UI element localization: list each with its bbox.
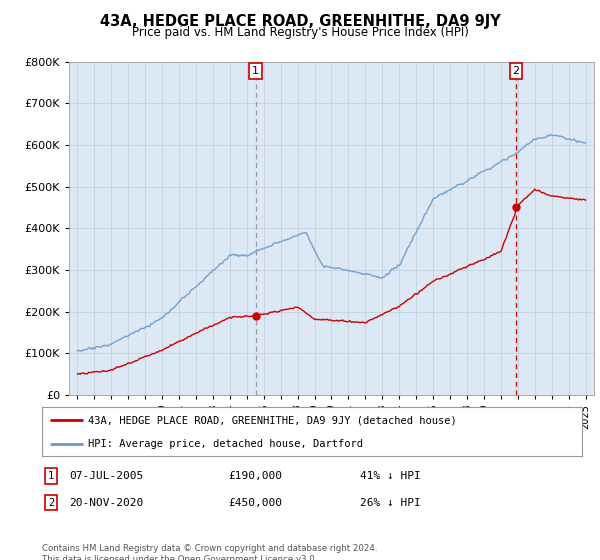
Text: £190,000: £190,000 xyxy=(228,471,282,481)
Text: 43A, HEDGE PLACE ROAD, GREENHITHE, DA9 9JY (detached house): 43A, HEDGE PLACE ROAD, GREENHITHE, DA9 9… xyxy=(88,416,457,426)
Text: 43A, HEDGE PLACE ROAD, GREENHITHE, DA9 9JY: 43A, HEDGE PLACE ROAD, GREENHITHE, DA9 9… xyxy=(100,14,500,29)
Text: Price paid vs. HM Land Registry's House Price Index (HPI): Price paid vs. HM Land Registry's House … xyxy=(131,26,469,39)
Text: 1: 1 xyxy=(252,66,259,76)
Text: Contains HM Land Registry data © Crown copyright and database right 2024.
This d: Contains HM Land Registry data © Crown c… xyxy=(42,544,377,560)
Text: 20-NOV-2020: 20-NOV-2020 xyxy=(69,498,143,508)
Text: £450,000: £450,000 xyxy=(228,498,282,508)
Text: 26% ↓ HPI: 26% ↓ HPI xyxy=(360,498,421,508)
Text: 07-JUL-2005: 07-JUL-2005 xyxy=(69,471,143,481)
Text: HPI: Average price, detached house, Dartford: HPI: Average price, detached house, Dart… xyxy=(88,439,363,449)
Text: 2: 2 xyxy=(48,498,54,508)
Text: 41% ↓ HPI: 41% ↓ HPI xyxy=(360,471,421,481)
Text: 1: 1 xyxy=(48,471,54,481)
Text: 2: 2 xyxy=(512,66,520,76)
